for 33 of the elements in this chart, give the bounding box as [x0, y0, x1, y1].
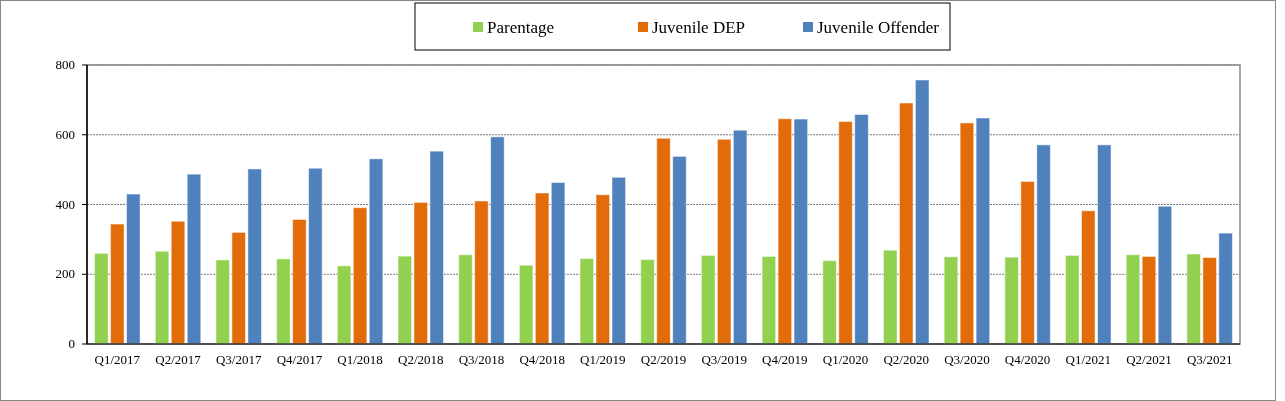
bar [1125, 254, 1141, 345]
x-tick-label: Q1/2019 [580, 352, 626, 367]
y-tick-label: 400 [55, 196, 75, 212]
y-tick-label: 200 [55, 266, 75, 282]
bar [1157, 205, 1173, 345]
x-tick-label: Q1/2018 [337, 352, 383, 367]
x-tick-label: Q3/2020 [944, 352, 990, 367]
x-tick-label: Q2/2017 [155, 352, 202, 367]
x-tick-label: Q3/2017 [215, 352, 262, 367]
y-tick-label: 600 [55, 126, 75, 142]
y-tick-label: 800 [55, 57, 75, 72]
legend-label: Parentage [487, 18, 555, 37]
x-tick-label: Q3/2021 [1186, 352, 1233, 367]
x-tick-label: Q4/2019 [762, 352, 808, 367]
x-tick-label: Q1/2021 [1065, 352, 1112, 367]
x-tick-label: Q3/2018 [458, 352, 505, 367]
x-tick-label: Q2/2021 [1126, 352, 1172, 367]
bar [186, 173, 202, 345]
x-tick-label: Q1/2020 [822, 352, 869, 367]
x-tick-label: Q4/2017 [276, 352, 323, 367]
y-tick-label: 0 [68, 336, 75, 351]
x-tick-label: Q2/2020 [883, 352, 929, 367]
bar [1141, 255, 1157, 345]
x-tick-label: Q1/2017 [94, 352, 141, 367]
x-tick-label: Q2/2018 [398, 352, 444, 367]
bar [154, 250, 170, 345]
legend-label: Juvenile DEP [652, 18, 746, 37]
x-tick-label: Q2/2019 [640, 352, 687, 367]
legend-label: Juvenile Offender [817, 18, 940, 37]
x-tick-label: Q4/2020 [1004, 352, 1051, 367]
x-tick-label: Q3/2019 [701, 352, 747, 367]
x-tick-label: Q4/2018 [519, 352, 565, 367]
bar [170, 220, 186, 345]
